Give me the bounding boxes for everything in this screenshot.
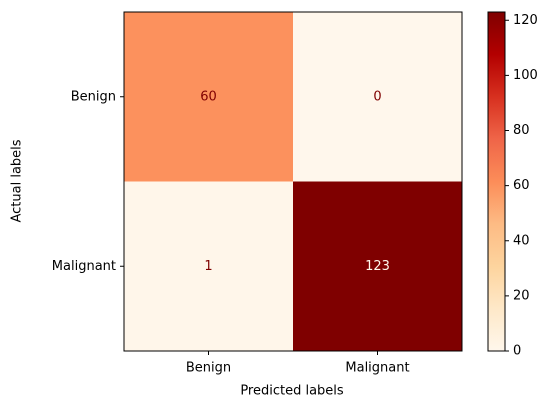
colorbar-tick-label: 100 [513,68,538,83]
colorbar-tick-label: 0 [513,344,521,359]
colorbar-tick-label: 20 [513,288,530,303]
colorbar-frame [487,11,506,352]
y-axis-label: Actual labels [10,139,25,222]
colorbar [488,12,505,351]
heatmap-cell [124,12,293,182]
x-tick-label: Malignant [345,361,409,376]
colorbar-tick-label: 80 [513,123,530,138]
heatmap-cell [124,181,293,351]
heatmap-cell [293,181,462,351]
cell-label: 0 [373,89,381,104]
plot-frame [123,11,463,352]
y-tick-label: Benign [71,89,116,104]
cell-label: 60 [200,89,217,104]
x-tick-label: Benign [186,361,231,376]
heatmap-cell [293,12,462,182]
cell-label: 1 [204,259,212,274]
cell-label: 123 [365,259,390,274]
colorbar-tick-label: 60 [513,178,530,193]
y-tick-label: Malignant [52,259,116,274]
x-axis-label: Predicted labels [240,384,344,399]
colorbar-tick-label: 120 [513,13,538,28]
colorbar-tick-label: 40 [513,233,530,248]
